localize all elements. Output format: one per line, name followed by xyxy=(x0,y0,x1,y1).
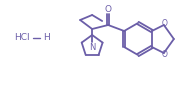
Text: O: O xyxy=(105,6,112,15)
Text: HCl: HCl xyxy=(14,32,30,41)
Text: N: N xyxy=(89,43,95,52)
Text: O: O xyxy=(162,50,168,59)
Text: H: H xyxy=(43,33,49,43)
Text: O: O xyxy=(162,19,168,28)
